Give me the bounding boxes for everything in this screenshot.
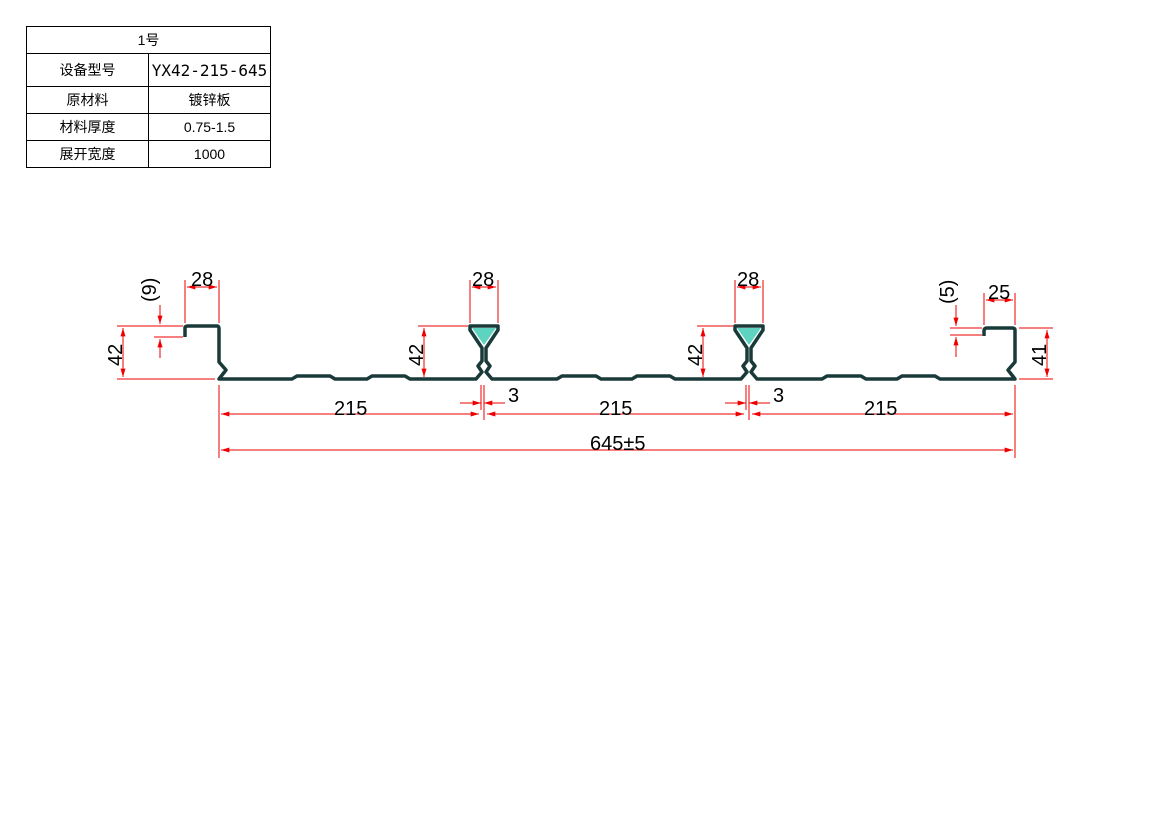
rib2-height-label: 42	[685, 344, 707, 366]
span1-label: 215	[334, 398, 367, 420]
panel-profile	[183, 324, 1017, 381]
row-label: 设备型号	[26, 53, 149, 87]
left-height-label: 42	[105, 344, 127, 366]
row-label: 原材料	[26, 86, 149, 114]
rib1-width-label: 28	[472, 269, 494, 291]
left-flange-width-label: 28	[191, 269, 213, 291]
table-row: 展开宽度 1000	[26, 140, 271, 168]
table-row: 设备型号 YX42-215-645	[26, 53, 271, 87]
spec-table: 1号 设备型号 YX42-215-645 原材料 镀锌板 材料厚度 0.75-1.5 …	[26, 26, 271, 168]
row-value: 0.75-1.5	[148, 113, 271, 141]
table-row: 原材料 镀锌板	[26, 86, 271, 114]
row-label: 展开宽度	[26, 140, 149, 168]
dimensions	[117, 280, 1053, 458]
row-value: 1000	[148, 140, 271, 168]
row-value: 镀锌板	[148, 86, 271, 114]
rib1-height-label: 42	[406, 344, 428, 366]
right-lip-label: (5)	[937, 280, 959, 304]
rib1-gap-label: 3	[508, 385, 519, 407]
rib2-width-label: 28	[737, 269, 759, 291]
dimension-labels: 28 (9) 42 28 42 3 28 42 3 25 (5) 41 215 …	[105, 269, 1051, 455]
span2-label: 215	[599, 398, 632, 420]
total-width-label: 645±5	[590, 433, 645, 455]
right-height-label: 41	[1029, 344, 1051, 366]
span3-label: 215	[864, 398, 897, 420]
table-row: 材料厚度 0.75-1.5	[26, 113, 271, 141]
left-lip-label: (9)	[139, 278, 161, 302]
right-flange-width-label: 25	[988, 282, 1010, 304]
table-title: 1号	[26, 26, 271, 54]
rib2-gap-label: 3	[773, 385, 784, 407]
